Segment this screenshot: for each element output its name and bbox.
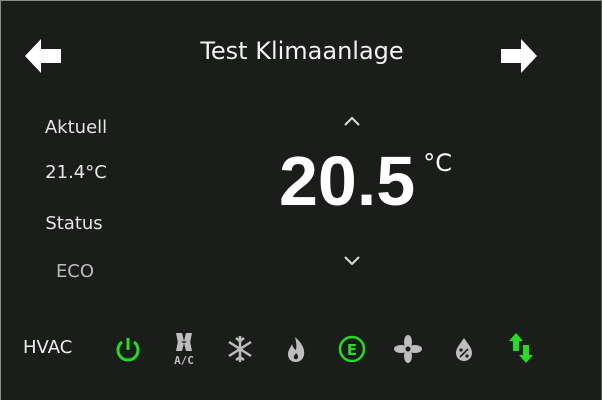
arrow-right-icon xyxy=(501,39,537,73)
next-button[interactable] xyxy=(501,39,541,73)
previous-button[interactable] xyxy=(25,39,65,73)
eco-mode-button[interactable]: E xyxy=(336,333,368,365)
ac-mode-button[interactable]: A/C xyxy=(168,331,200,367)
setpoint-value: 20.5 xyxy=(279,142,416,220)
setpoint-unit: °C xyxy=(423,149,453,177)
humidity-drop-icon xyxy=(456,338,472,361)
setpoint-display: 20.5 °C xyxy=(279,141,452,221)
heat-mode-button[interactable] xyxy=(280,333,312,365)
current-temperature: 21.4°C xyxy=(45,162,107,183)
eco-icon: E xyxy=(338,335,366,363)
swap-arrows-icon xyxy=(509,333,533,363)
current-label: Aktuell xyxy=(44,117,108,138)
increase-button[interactable] xyxy=(341,113,363,129)
flame-icon xyxy=(288,337,305,362)
auto-mode-button[interactable] xyxy=(505,331,537,365)
svg-text:E: E xyxy=(347,341,357,359)
fan-icon xyxy=(394,335,422,363)
hvac-label: HVAC xyxy=(23,337,73,358)
svg-text:A/C: A/C xyxy=(174,354,194,367)
cool-mode-button[interactable] xyxy=(224,333,256,365)
status-label: Status xyxy=(45,213,103,234)
snowflake-icon xyxy=(228,336,252,362)
ac-fan-icon: A/C xyxy=(174,333,194,367)
dry-mode-button[interactable] xyxy=(448,333,480,365)
chevron-up-icon xyxy=(344,116,360,126)
page-title: Test Klimaanlage xyxy=(200,37,404,65)
power-icon xyxy=(116,338,140,362)
arrow-left-icon xyxy=(25,39,61,73)
fan-mode-button[interactable] xyxy=(392,333,424,365)
status-value: ECO xyxy=(55,261,95,282)
chevron-down-icon xyxy=(344,256,360,266)
power-button[interactable] xyxy=(112,333,144,365)
decrease-button[interactable] xyxy=(341,252,363,268)
